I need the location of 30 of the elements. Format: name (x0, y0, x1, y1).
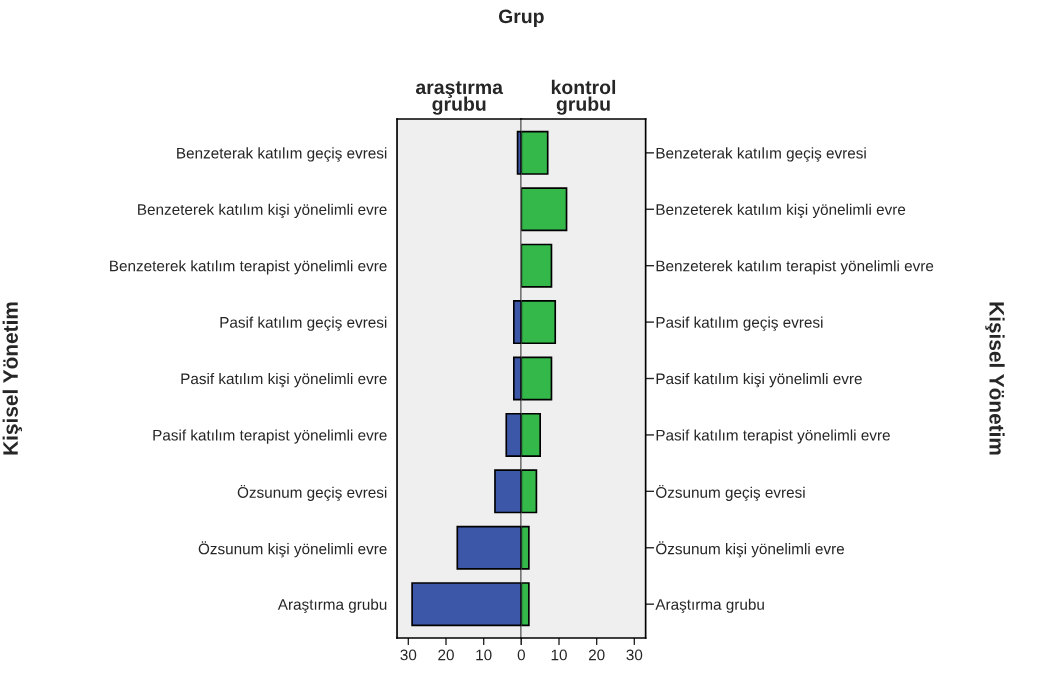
y-tick-label: Pasif katılım kişi yönelimli evre (656, 372, 862, 388)
x-tick-label: 30 (400, 649, 417, 661)
y-tick-label: Pasif katılım terapist yönelimli evre (656, 429, 890, 444)
y-tick-label: Benzeterek katılım terapist yönelimli evre (656, 260, 934, 275)
text: Grup (498, 9, 544, 28)
y-tick-label: Benzeterak katılım geçiş evresi (656, 147, 866, 162)
y-tick-label: Pasif katılım kişi yönelimli evre (181, 372, 387, 388)
x-tick-label: 10 (476, 649, 492, 661)
x-tick-label: 0 (517, 649, 525, 661)
y-tick-label: Benzeterek katılım kişi yönelimli evre (138, 203, 387, 219)
y-tick-label: Pasif katılım geçiş evresi (220, 316, 387, 331)
chart-title: kontrol grubu (551, 79, 616, 115)
y-tick-label: Benzeterek katılım kişi yönelimli evre (656, 203, 906, 219)
y-axis-title: Kişisel Yönetim (985, 302, 1005, 455)
y-tick-label: Araştırma grubu (655, 598, 764, 613)
y-tick-label: Özsunum kişi yönelimli evre (198, 541, 387, 558)
y-axis-title: Kişisel Yönetim (2, 302, 23, 455)
y-tick-label: Özsunum geçiş evresi (656, 484, 805, 501)
y-tick-label: Benzeterak katılım geçiş evresi (177, 147, 387, 162)
x-tick-label: 10 (551, 649, 567, 661)
y-tick-label: Pasif katılım geçiş evresi (656, 316, 823, 331)
x-tick-label: 20 (588, 649, 605, 661)
y-tick-label: Özsunum geçiş evresi (237, 484, 387, 501)
y-tick-label: Pasif katılım terapist yönelimli evre (153, 429, 387, 444)
x-tick-label: 30 (626, 649, 643, 661)
y-tick-label: Araştırma grubu (277, 598, 387, 613)
chart-title: araştırma grubu (415, 81, 504, 115)
y-tick-label: Özsunum kişi yönelimli evre (656, 541, 845, 558)
x-tick-label: 20 (438, 649, 454, 661)
y-tick-label: Benzeterek katılım terapist yönelimli evre (110, 260, 387, 275)
